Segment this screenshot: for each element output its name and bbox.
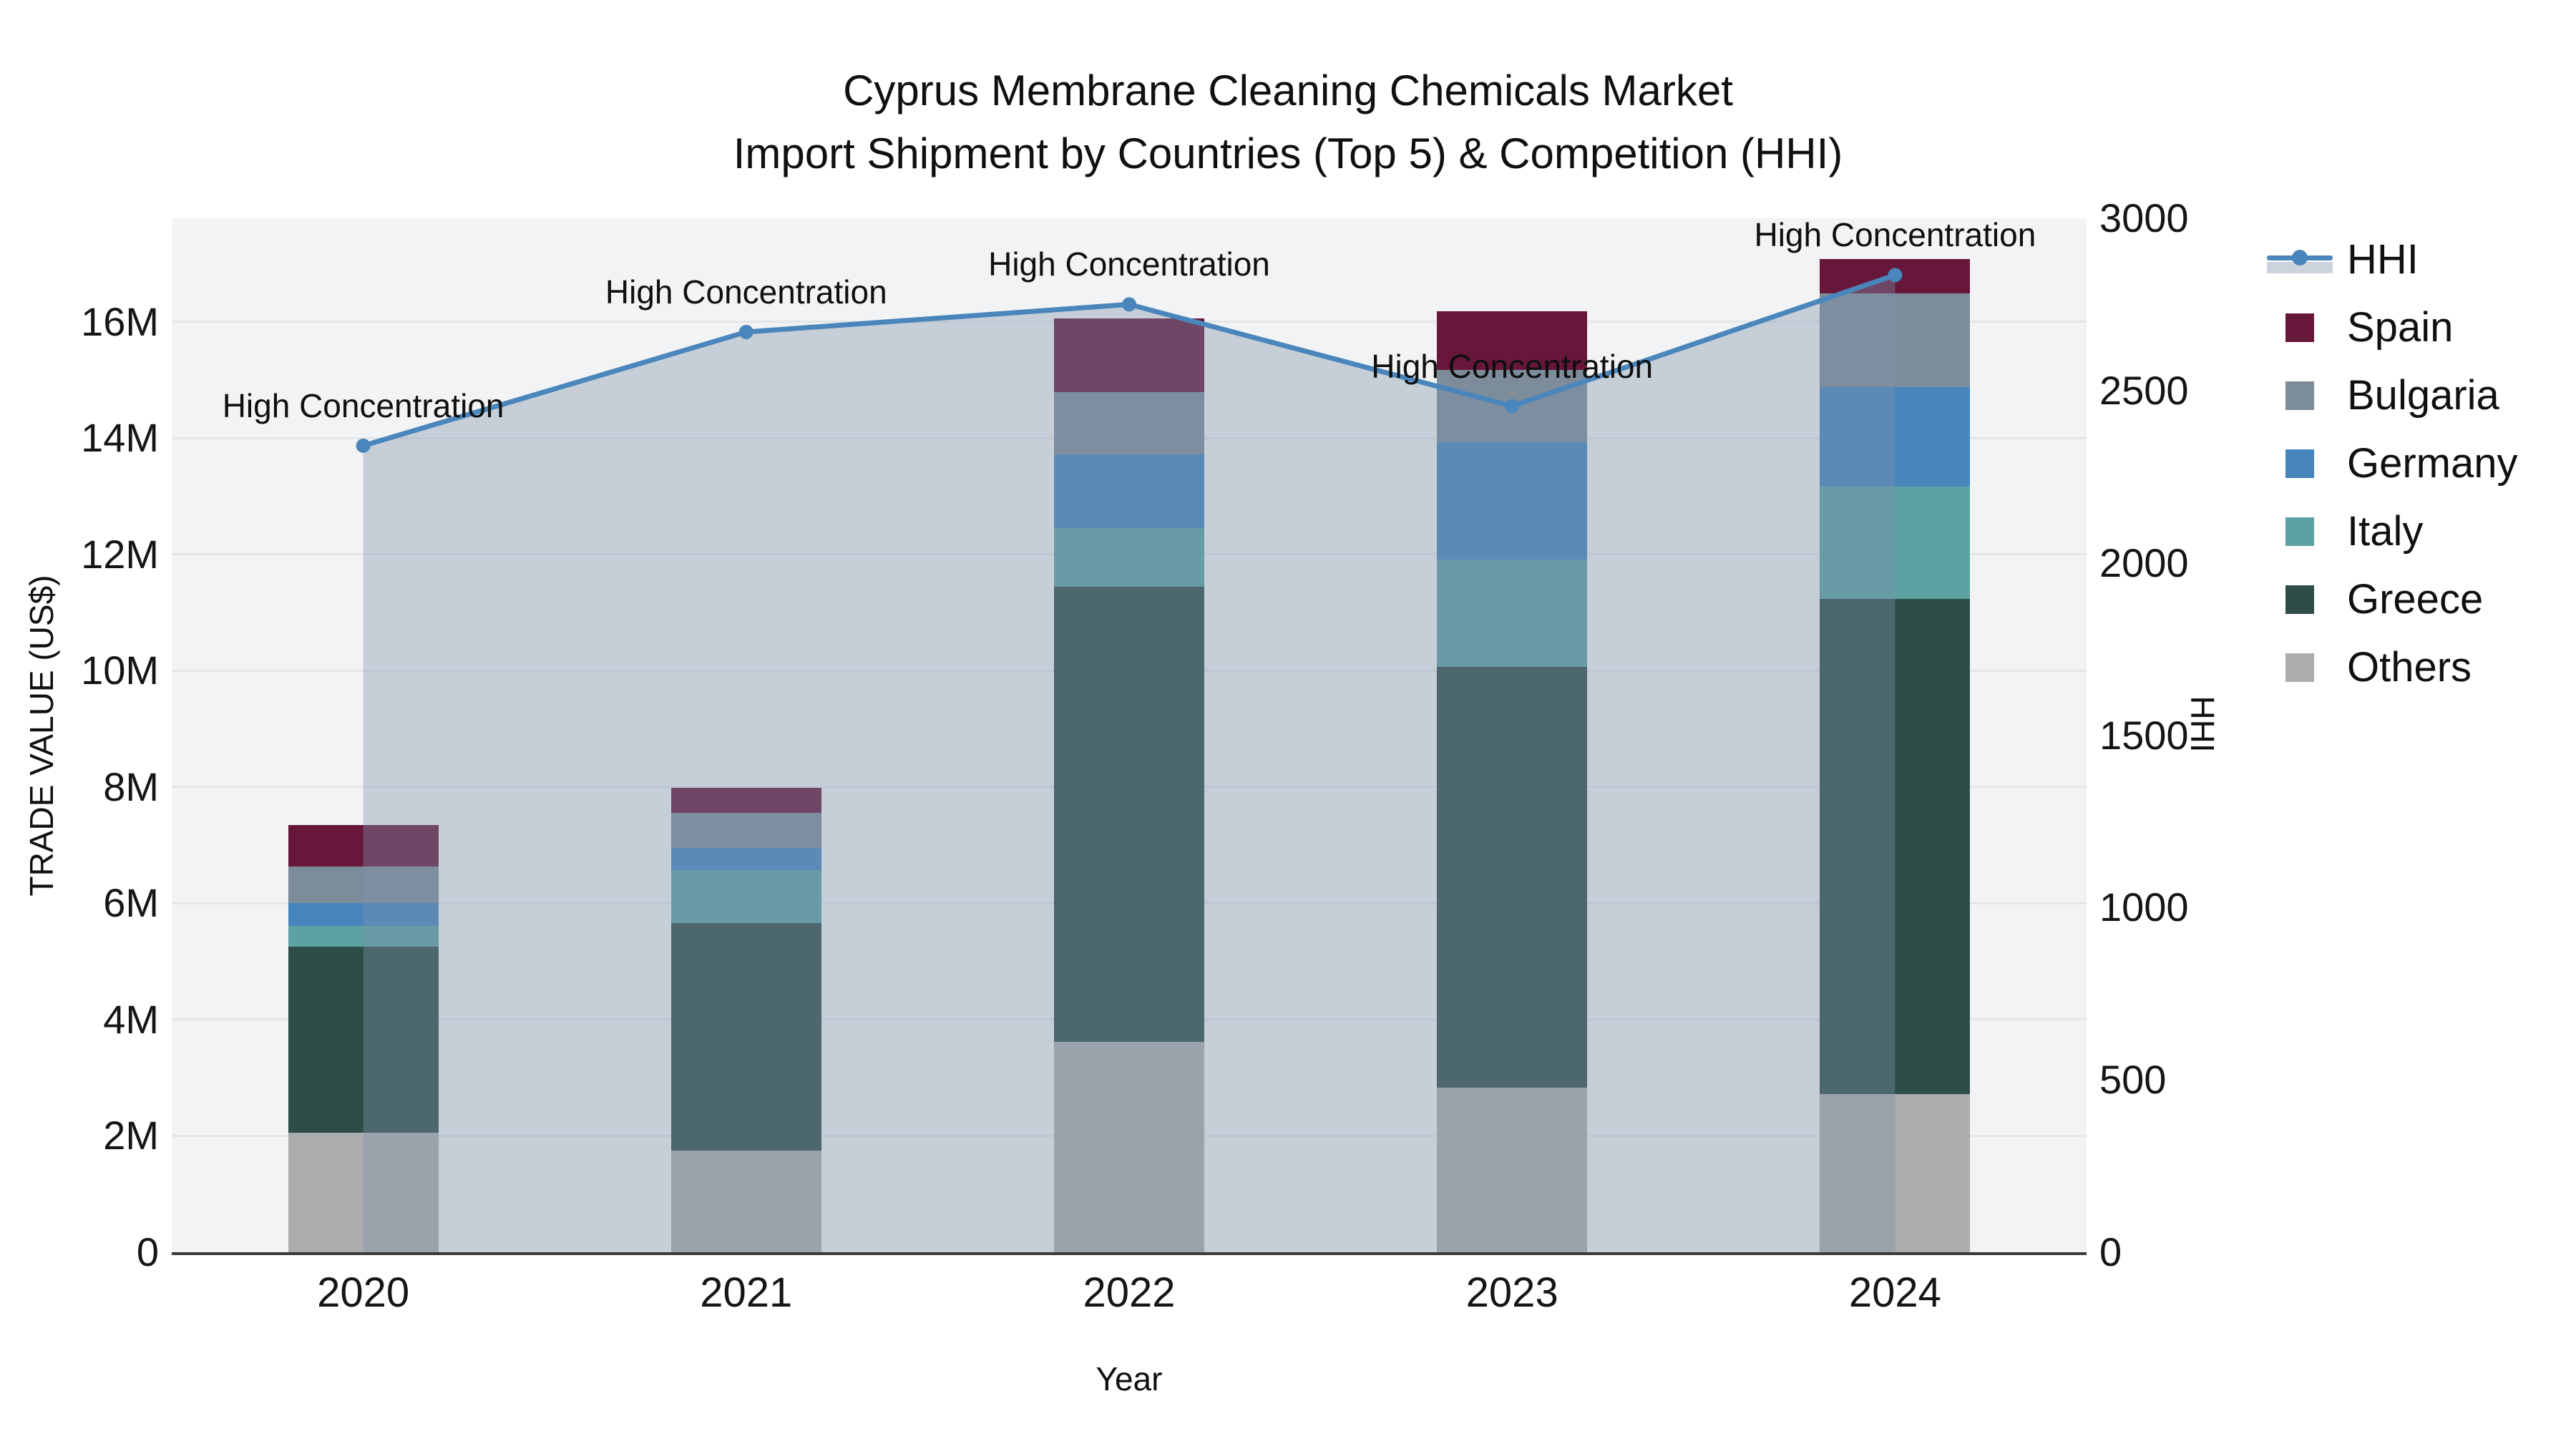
bar-2023-italy[interactable] (1437, 560, 1588, 667)
legend-label-spain: Spain (2347, 304, 2454, 351)
bar-2022-bulgaria[interactable] (1054, 392, 1204, 454)
bar-2021-italy[interactable] (670, 870, 821, 923)
tick-left-16m: 16M (81, 298, 159, 344)
tick-right-2000: 2000 (2099, 540, 2189, 585)
germany-color-swatch (2285, 449, 2314, 478)
germany-swatch-icon (2267, 444, 2333, 484)
legend: HHI Spain Bulgaria Germany Italy Greece Others (2267, 225, 2518, 701)
legend-label-others: Others (2347, 644, 2472, 691)
bar-2023-others[interactable] (1437, 1088, 1588, 1252)
others-swatch-icon (2267, 648, 2333, 688)
legend-label-greece: Greece (2347, 576, 2484, 623)
tick-x-2020: 2020 (317, 1269, 410, 1316)
bar-2024-germany[interactable] (1820, 386, 1971, 487)
annotation-2020: High Concentration (222, 386, 504, 424)
legend-item-greece[interactable]: Greece (2267, 565, 2518, 633)
legend-item-bulgaria[interactable]: Bulgaria (2267, 361, 2518, 429)
tick-x-2024: 2024 (1848, 1269, 1941, 1316)
bar-2022-greece[interactable] (1054, 587, 1204, 1042)
hhi-marker-2020[interactable] (356, 438, 371, 453)
tick-left-6m: 6M (103, 880, 159, 926)
annotation-2024: High Concentration (1754, 216, 2036, 254)
annotation-2021: High Concentration (605, 273, 887, 311)
bar-2020-greece[interactable] (288, 947, 439, 1133)
legend-label-bulgaria: Bulgaria (2347, 372, 2499, 419)
legend-label-italy: Italy (2347, 508, 2424, 555)
legend-item-italy[interactable]: Italy (2267, 497, 2518, 565)
bar-2020-italy[interactable] (288, 926, 439, 947)
others-color-swatch (2285, 653, 2314, 682)
tick-right-1000: 1000 (2099, 884, 2189, 930)
bar-2024-bulgaria[interactable] (1820, 293, 1971, 387)
chart-title-line1: Cyprus Membrane Cleaning Chemicals Marke… (843, 67, 1733, 114)
tick-left-4m: 4M (103, 996, 159, 1042)
bulgaria-color-swatch (2285, 381, 2314, 410)
plot-area (172, 218, 2087, 1255)
tick-left-2m: 2M (103, 1113, 159, 1158)
bar-2024-others[interactable] (1820, 1093, 1971, 1252)
bar-2021-spain[interactable] (670, 788, 821, 814)
bar-2021-others[interactable] (670, 1150, 821, 1252)
bar-2020-spain[interactable] (288, 825, 439, 867)
bar-2020-germany[interactable] (288, 902, 439, 927)
x-axis-title: Year (1096, 1360, 1163, 1397)
legend-item-spain[interactable]: Spain (2267, 293, 2518, 361)
bar-2024-spain[interactable] (1820, 258, 1971, 293)
tick-right-1500: 1500 (2099, 712, 2189, 758)
bar-2020-others[interactable] (288, 1133, 439, 1252)
greece-swatch-icon (2267, 580, 2333, 620)
bar-2022-others[interactable] (1054, 1041, 1204, 1252)
tick-left-14m: 14M (81, 415, 159, 461)
hhi-marker-2021[interactable] (738, 324, 753, 339)
tick-x-2021: 2021 (700, 1269, 793, 1316)
bar-2023-germany[interactable] (1437, 441, 1588, 560)
bar-2021-germany[interactable] (670, 848, 821, 871)
tick-x-2022: 2022 (1083, 1269, 1176, 1316)
bar-2022-spain[interactable] (1054, 318, 1204, 392)
spain-swatch-icon (2267, 308, 2333, 348)
tick-left-0: 0 (136, 1229, 159, 1274)
hhi-fill-sample (2267, 261, 2333, 273)
italy-color-swatch (2285, 517, 2314, 546)
tick-right-0: 0 (2099, 1229, 2122, 1274)
tick-x-2023: 2023 (1465, 1269, 1558, 1316)
tick-left-12m: 12M (81, 531, 159, 577)
bar-2023-greece[interactable] (1437, 666, 1588, 1088)
bar-2021-greece[interactable] (670, 923, 821, 1151)
bulgaria-swatch-icon (2267, 376, 2333, 416)
legend-item-hhi[interactable]: HHI (2267, 225, 2518, 293)
tick-right-2500: 2500 (2099, 367, 2189, 413)
tick-left-10m: 10M (81, 648, 159, 693)
bar-2022-italy[interactable] (1054, 528, 1204, 587)
legend-item-germany[interactable]: Germany (2267, 429, 2518, 497)
italy-swatch-icon (2267, 512, 2333, 552)
tick-left-8m: 8M (103, 763, 159, 809)
tick-right-3000: 3000 (2099, 195, 2189, 240)
chart-title-line2: Import Shipment by Countries (Top 5) & C… (733, 130, 1843, 177)
y-axis-title-right: HHI (2184, 696, 2221, 753)
y-axis-title-left: TRADE VALUE (US$) (23, 575, 60, 897)
bar-2024-greece[interactable] (1820, 598, 1971, 1094)
hhi-marker-2022[interactable] (1122, 297, 1136, 312)
hhi-marker-sample (2292, 249, 2308, 265)
bar-2024-italy[interactable] (1820, 487, 1971, 599)
bar-2021-bulgaria[interactable] (670, 813, 821, 849)
hhi-line-icon (2267, 240, 2333, 280)
bar-2022-germany[interactable] (1054, 454, 1204, 529)
legend-label-germany: Germany (2347, 440, 2518, 487)
annotation-2022: High Concentration (988, 245, 1270, 283)
tick-right-500: 500 (2099, 1057, 2167, 1103)
bar-2020-bulgaria[interactable] (288, 867, 439, 903)
annotation-2023: High Concentration (1371, 347, 1654, 385)
greece-color-swatch (2285, 585, 2314, 614)
spain-color-swatch (2285, 313, 2314, 342)
legend-item-others[interactable]: Others (2267, 633, 2518, 701)
legend-label-hhi: HHI (2347, 236, 2419, 283)
